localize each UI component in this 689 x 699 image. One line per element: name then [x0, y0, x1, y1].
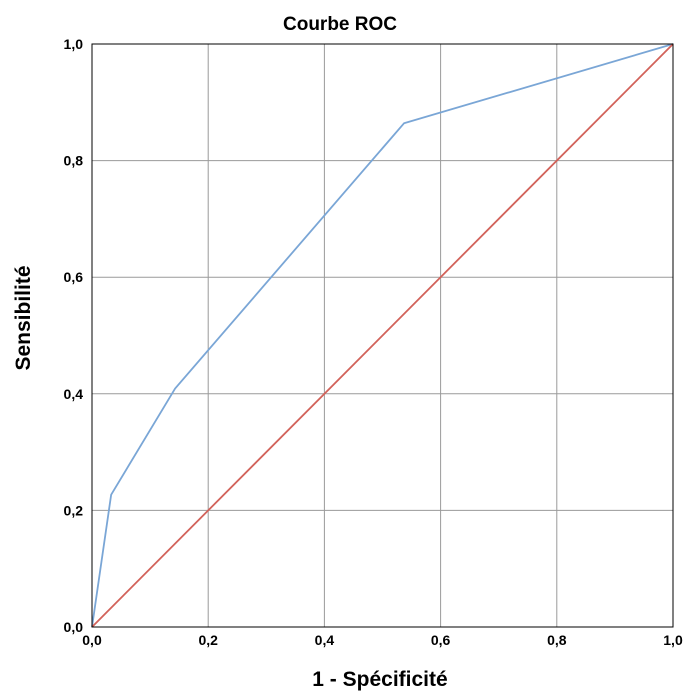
x-tick-label: 1,0 [663, 632, 683, 648]
y-tick-label: 0,0 [64, 619, 84, 635]
x-tick-label: 0,6 [431, 632, 451, 648]
y-axis-label: Sensibilité [12, 265, 35, 370]
y-tick-label: 0,8 [64, 153, 84, 169]
x-tick-label: 0,0 [82, 632, 102, 648]
chart-title: Courbe ROC [283, 14, 397, 35]
reference-line-line [92, 44, 673, 627]
y-tick-label: 1,0 [64, 36, 84, 52]
series-layer [92, 44, 673, 627]
x-tick-label: 0,8 [547, 632, 567, 648]
y-tick-label: 0,2 [64, 502, 84, 518]
x-tick-labels: 0,0 0,2 0,4 0,6 0,8 1,0 [82, 632, 683, 648]
x-tick-label: 0,4 [315, 632, 335, 648]
y-tick-label: 0,4 [64, 386, 84, 402]
y-tick-labels: 0,0 0,2 0,4 0,6 0,8 1,0 [64, 36, 84, 635]
y-tick-label: 0,6 [64, 269, 84, 285]
x-axis-label: 1 - Spécificité [312, 668, 447, 691]
x-tick-label: 0,2 [198, 632, 218, 648]
